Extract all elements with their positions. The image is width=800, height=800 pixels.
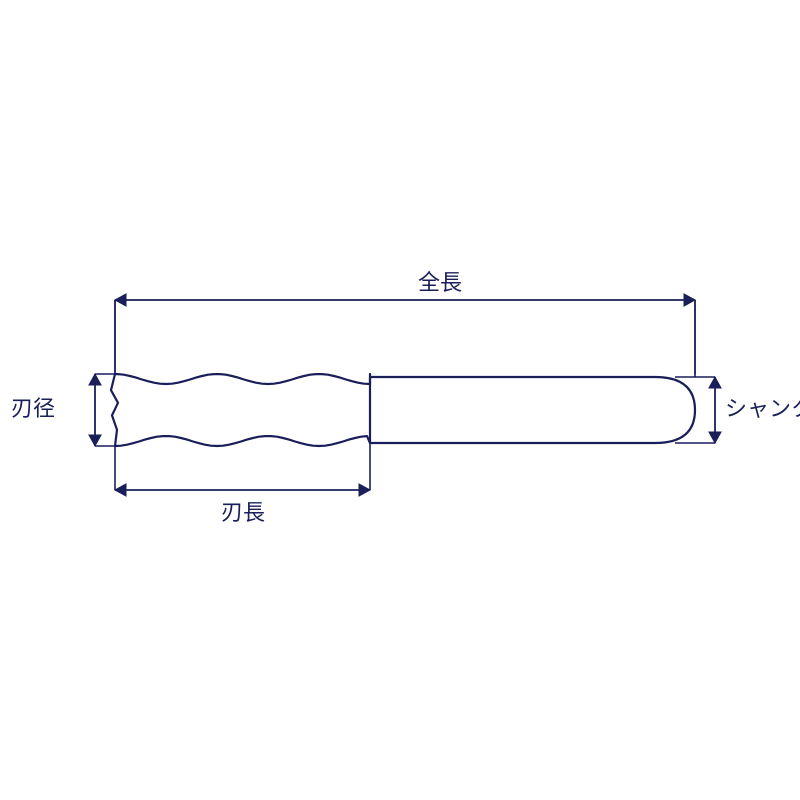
label-blade-diameter: 刃径 [11,396,55,421]
label-overall-length: 全長 [418,270,462,295]
label-blade-length: 刃長 [221,500,265,525]
endmill-outline [111,374,695,446]
label-shank-diameter: シャンク径 [725,396,800,421]
arrowhead [709,377,721,388]
arrowhead [115,484,126,496]
arrowhead [89,374,101,385]
arrowhead [89,435,101,446]
arrowhead [684,294,695,306]
arrowhead [359,484,370,496]
arrowhead [709,432,721,443]
arrowhead [115,294,126,306]
